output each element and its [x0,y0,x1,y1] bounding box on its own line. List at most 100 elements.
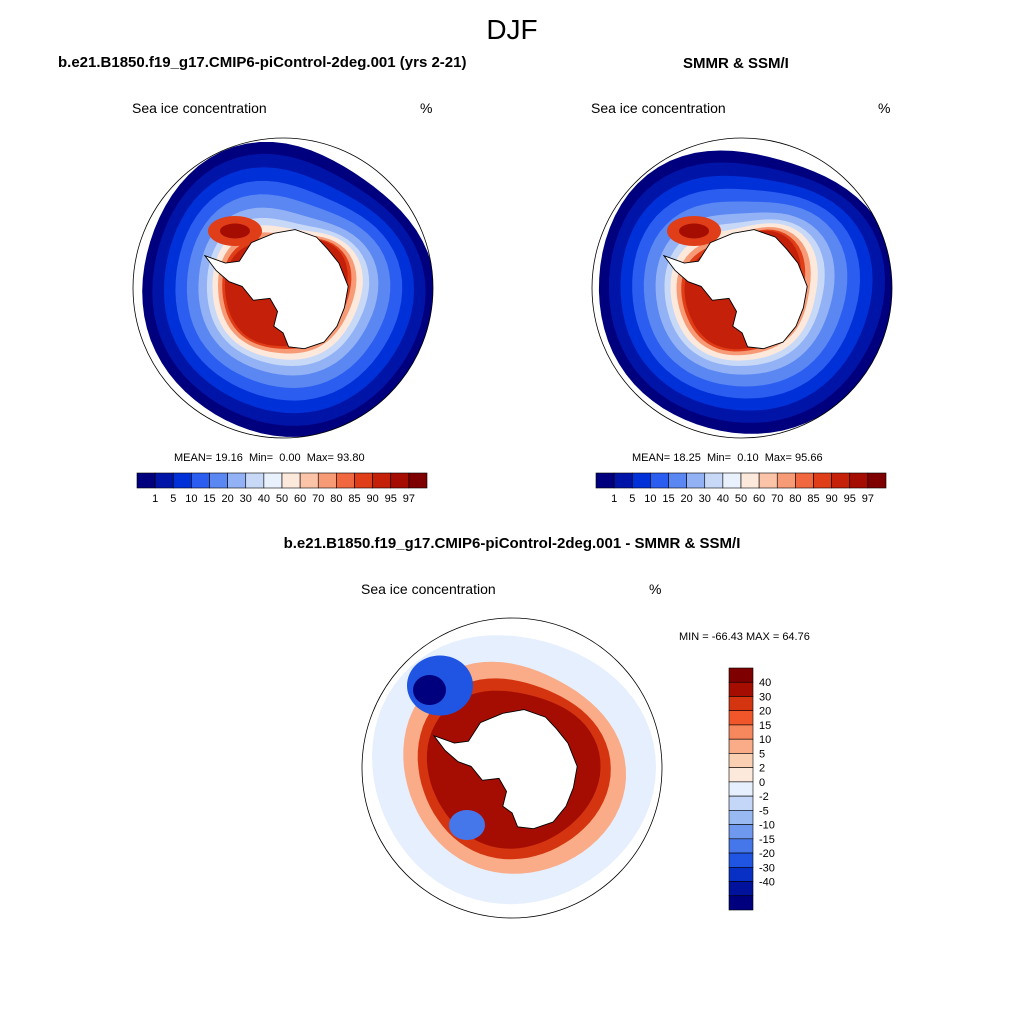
panel-1-colorbar-box [390,472,410,489]
panel-1-colorbar-label: 90 [367,493,379,505]
figure-title: DJF [486,14,538,45]
panel-1-colorbar-label: 60 [294,493,306,505]
panel-1-map-boundary [132,137,434,439]
panel-1-colorbar-box [263,472,283,489]
panel-3-colorbar-box [728,710,754,726]
panel-1-colorbar-box [354,472,373,489]
panel-1-stats: MEAN= 19.16 Min= 0.00 Max= 93.80 [174,452,365,464]
panel-2-map-boundary [591,137,893,439]
panel-1-colorbar-box [154,472,174,489]
panel-1-min-label: Min= [248,452,274,464]
panel-2-colorbar-label: 30 [699,493,711,505]
panel-3-colorbar-box [728,795,754,811]
panel-3-colorbar-label: -2 [759,791,769,803]
panel-1-antarctica-coastline [203,229,349,350]
panel-2-colorbar-label: 20 [681,493,693,505]
panel-3-colorbar-label: -10 [759,820,775,832]
panel-1-mean-value: 19.16 [215,452,243,464]
panel-1-variable-label: Sea ice concentration [132,100,267,116]
panel-2-colorbar: 1 5 10 15 20 30 40 50 60 70 80 85 90 95 97 [595,472,887,505]
panel-1-colorbar-box [281,472,301,489]
panel-3-colorbar-label: 20 [759,706,771,718]
panel-2-colorbar-label: 97 [862,493,874,505]
panel-2-colorbar-label: 95 [844,493,856,505]
panel-3-colorbar-box [728,667,754,683]
panel-2-colorbar-label: 70 [771,493,783,505]
panel-2-min-value: 0.10 [737,452,759,464]
panel-1-colorbar-box [408,472,428,489]
panel-2-stats: MEAN= 18.25 Min= 0.10 Max= 95.66 [632,452,823,464]
panel-3-colorbar-box [728,724,754,740]
panel-2-colorbar-box [795,472,814,489]
panel-1-title: b.e21.B1850.f19_g17.CMIP6-piControl-2deg… [58,54,467,71]
panel-2-colorbar-box [704,472,724,489]
panel-1-colorbar-box [245,472,265,489]
panel-3-units-label: % [649,581,662,597]
panel-2-variable-label: Sea ice concentration [591,100,726,116]
panel-3-colorbar-box [728,810,754,825]
panel-3-colorbar-box [728,781,754,797]
panel-3-negative-core [413,675,446,705]
panel-3-colorbar-label: 15 [759,720,771,732]
panel-1-colorbar-box [227,472,247,489]
panel-2-colorbar-box [813,472,832,489]
panel-2-mean-value: 18.25 [673,452,701,464]
panel-2-colorbar-label: 5 [629,493,635,505]
panel-1-mean-label: MEAN= [174,452,213,464]
panel-3-colorbar-box [728,866,754,882]
panel-3-colorbar-box [728,881,754,897]
panel-2-colorbar-box [668,472,687,489]
panel-1-colorbar-label: 20 [222,493,234,505]
panel-3-colorbar-box [728,738,754,754]
panel-3-colorbar-label: -40 [759,877,775,889]
panel-3-colorbar-label: 30 [759,691,771,703]
panel-2-colorbar-label: 80 [789,493,801,505]
panel-1-colorbar-box [372,472,392,489]
panel-1-colorbar-label: 10 [185,493,197,505]
panel-2-min-label: Min= [706,452,732,464]
panel-3-colorbar-label: 10 [759,734,771,746]
panel-2-units-label: % [878,100,891,116]
panel-2-colorbar-box [650,472,669,489]
panel-2-colorbar-label: 10 [644,493,656,505]
panel-3-colorbar-box [728,824,754,840]
panel-1-weddell-core [220,223,250,239]
panel-2-title: SMMR & SSM/I [683,55,789,72]
panel-3-colorbar-label: 2 [759,763,765,775]
panel-1-colorbar-label: 70 [312,493,324,505]
panel-3-colorbar-label: -15 [759,834,775,846]
panel-1-colorbar-box [317,472,337,489]
panel-3-stats: MIN = -66.43 MAX = 64.76 [679,631,810,643]
panel-2-map [591,137,893,439]
panel-2-colorbar-box [595,472,615,489]
panel-2-colorbar-label: 60 [753,493,765,505]
panel-1-colorbar-label: 1 [152,493,158,505]
panel-1-colorbar-box [336,472,355,489]
panel-3-colorbar-box [728,852,754,868]
panel-3-colorbar-label: -20 [759,848,775,860]
panel-2-antarctica-coastline [662,229,808,350]
panel-3-colorbar-box [728,681,754,697]
panel-3-map [361,617,663,919]
panel-1-colorbar-label: 5 [170,493,176,505]
panel-1-max-label: Max= [306,452,334,464]
panel-1-colorbar-label: 97 [403,493,415,505]
panel-1-max-value: 93.80 [337,452,365,464]
panel-1-map [132,137,434,439]
panel-1-colorbar-label: 85 [348,493,360,505]
panel-3-antarctica-coastline [432,709,578,830]
panel-2-colorbar-box [831,472,851,489]
panel-3-colorbar-label: -30 [759,862,775,874]
panel-2-colorbar-label: 15 [662,493,674,505]
panel-1-min-value: 0.00 [279,452,301,464]
panel-2-colorbar-box [776,472,796,489]
panel-3-colorbar-box [728,838,754,854]
panel-1-colorbar-box [209,472,228,489]
panel-3-negative-patch [449,810,485,840]
panel-2-colorbar-box [686,472,706,489]
panel-1-colorbar-label: 15 [203,493,215,505]
panel-3-colorbar-box [728,767,754,783]
panel-2-colorbar-box [758,472,778,489]
panel-2-colorbar-box [631,472,651,489]
